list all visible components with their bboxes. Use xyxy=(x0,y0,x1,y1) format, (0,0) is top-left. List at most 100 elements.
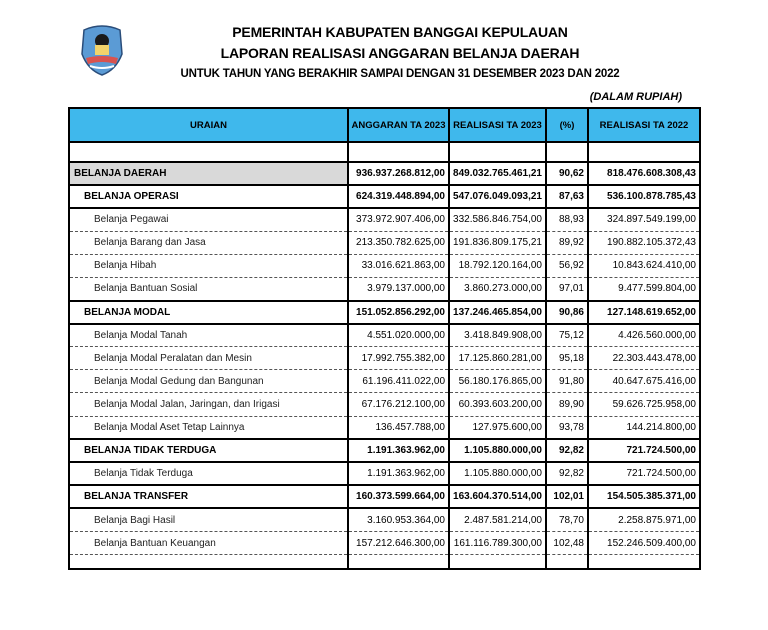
table-row: Belanja Pegawai 373.972.907.406,00 332.586… xyxy=(68,208,701,232)
realisasi-2022-cell: 721.724.500,00 xyxy=(587,438,701,464)
row-label: Belanja Modal Jalan, Jaringan, dan Iriga… xyxy=(68,392,349,417)
percent-cell: 95,18 xyxy=(545,346,589,371)
anggaran-2023-cell: 936.937.268.812,00 xyxy=(347,160,450,187)
realisasi-2022-cell: 154.505.385.371,00 xyxy=(587,484,701,510)
percent-cell: 56,92 xyxy=(545,254,589,278)
report-header: PEMERINTAH KABUPATEN BANGGAI KEPULAUAN L… xyxy=(130,22,670,84)
column-header-anggaran-2023: ANGGARAN TA 2023 xyxy=(347,107,450,143)
percent-cell: 75,12 xyxy=(545,323,589,348)
anggaran-2023-cell: 213.350.782.625,00 xyxy=(347,231,450,255)
realisasi-2023-cell: 161.116.789.300,00 xyxy=(448,531,547,556)
row-label: Belanja Modal Gedung dan Bangunan xyxy=(68,369,349,394)
report-title: LAPORAN REALISASI ANGGARAN BELANJA DAERA… xyxy=(220,45,580,61)
table-row: BELANJA TIDAK TERDUGA 1.191.363.962,00 1.1… xyxy=(68,438,701,464)
currency-unit: (DALAM RUPIAH) xyxy=(589,91,682,103)
anggaran-2023-cell: 61.196.411.022,00 xyxy=(347,369,450,394)
realisasi-2023-cell: 127.975.600,00 xyxy=(448,416,547,440)
row-label: Belanja Pegawai xyxy=(68,208,349,232)
row-label: Belanja Modal Peralatan dan Mesin xyxy=(68,346,349,371)
table-row: Belanja Modal Aset Tetap Lainnya 136.457.… xyxy=(68,416,701,440)
percent-cell: 78,70 xyxy=(545,508,589,533)
row-label: BELANJA TRANSFER xyxy=(68,484,349,510)
percent-cell: 90,86 xyxy=(545,299,589,325)
row-label: BELANJA TIDAK TERDUGA xyxy=(68,438,349,464)
row-label: Belanja Tidak Terduga xyxy=(68,462,349,486)
anggaran-2023-cell: 4.551.020.000,00 xyxy=(347,323,450,348)
anggaran-2023-cell: 157.212.646.300,00 xyxy=(347,531,450,556)
row-label: Belanja Modal Tanah xyxy=(68,323,349,348)
row-label: Belanja Bantuan Sosial xyxy=(68,277,349,302)
anggaran-2023-cell: 17.992.755.382,00 xyxy=(347,346,450,371)
spacer-row xyxy=(68,554,701,570)
percent-cell: 90,62 xyxy=(545,160,589,187)
row-label: BELANJA OPERASI xyxy=(68,184,349,210)
column-header-realisasi-2023: REALISASI TA 2023 xyxy=(448,107,547,143)
realisasi-2023-cell: 18.792.120.164,00 xyxy=(448,254,547,278)
report-period: UNTUK TAHUN YANG BERAKHIR SAMPAI DENGAN … xyxy=(180,68,620,80)
realisasi-2023-cell: 547.076.049.093,21 xyxy=(448,184,547,210)
anggaran-2023-cell: 160.373.599.664,00 xyxy=(347,484,450,510)
row-label: Belanja Modal Aset Tetap Lainnya xyxy=(68,416,349,440)
budget-realization-table: URAIAN ANGGARAN TA 2023 REALISASI TA 202… xyxy=(68,107,701,570)
realisasi-2023-cell: 3.418.849.908,00 xyxy=(448,323,547,348)
percent-cell: 88,93 xyxy=(545,208,589,232)
anggaran-2023-cell: 136.457.788,00 xyxy=(347,416,450,440)
spacer-row xyxy=(68,142,701,162)
table-row: Belanja Bantuan Keuangan 157.212.646.300,… xyxy=(68,531,701,556)
anggaran-2023-cell: 3.979.137.000,00 xyxy=(347,277,450,302)
realisasi-2022-cell: 190.882.105.372,43 xyxy=(587,231,701,255)
anggaran-2023-cell: 373.972.907.406,00 xyxy=(347,208,450,232)
regency-emblem-logo xyxy=(81,25,123,76)
table-row: Belanja Bagi Hasil 3.160.953.364,00 2.487.… xyxy=(68,508,701,533)
realisasi-2023-cell: 1.105.880.000,00 xyxy=(448,462,547,486)
column-header-realisasi-2022: REALISASI TA 2022 xyxy=(587,107,701,143)
percent-cell: 92,82 xyxy=(545,462,589,486)
realisasi-2022-cell: 144.214.800,00 xyxy=(587,416,701,440)
column-header-uraian: URAIAN xyxy=(68,107,349,143)
anggaran-2023-cell: 33.016.621.863,00 xyxy=(347,254,450,278)
row-label: Belanja Bantuan Keuangan xyxy=(68,531,349,556)
row-label: Belanja Bagi Hasil xyxy=(68,508,349,533)
realisasi-2022-cell: 40.647.675.416,00 xyxy=(587,369,701,394)
realisasi-2022-cell: 324.897.549.199,00 xyxy=(587,208,701,232)
table-row: BELANJA MODAL 151.052.856.292,00 137.246.4… xyxy=(68,299,701,325)
anggaran-2023-cell: 151.052.856.292,00 xyxy=(347,299,450,325)
realisasi-2023-cell: 1.105.880.000,00 xyxy=(448,438,547,464)
table-row: BELANJA TRANSFER 160.373.599.664,00 163.60… xyxy=(68,484,701,510)
table-row: BELANJA OPERASI 624.319.448.894,00 547.076… xyxy=(68,184,701,210)
realisasi-2022-cell: 127.148.619.652,00 xyxy=(587,299,701,325)
table-row: Belanja Bantuan Sosial 3.979.137.000,00 3.… xyxy=(68,277,701,302)
realisasi-2023-cell: 56.180.176.865,00 xyxy=(448,369,547,394)
row-label: BELANJA DAERAH xyxy=(68,160,349,187)
anggaran-2023-cell: 1.191.363.962,00 xyxy=(347,438,450,464)
realisasi-2023-cell: 2.487.581.214,00 xyxy=(448,508,547,533)
percent-cell: 92,82 xyxy=(545,438,589,464)
table-row: Belanja Modal Jalan, Jaringan, dan Iriga… xyxy=(68,392,701,417)
realisasi-2023-cell: 849.032.765.461,21 xyxy=(448,160,547,187)
anggaran-2023-cell: 3.160.953.364,00 xyxy=(347,508,450,533)
realisasi-2023-cell: 191.836.809.175,21 xyxy=(448,231,547,255)
row-label: BELANJA MODAL xyxy=(68,299,349,325)
realisasi-2022-cell: 152.246.509.400,00 xyxy=(587,531,701,556)
percent-cell: 89,92 xyxy=(545,231,589,255)
percent-cell: 91,80 xyxy=(545,369,589,394)
realisasi-2022-cell: 59.626.725.958,00 xyxy=(587,392,701,417)
realisasi-2022-cell: 2.258.875.971,00 xyxy=(587,508,701,533)
percent-cell: 93,78 xyxy=(545,416,589,440)
table-row: Belanja Modal Tanah 4.551.020.000,00 3.418… xyxy=(68,323,701,348)
percent-cell: 97,01 xyxy=(545,277,589,302)
table-row: Belanja Barang dan Jasa 213.350.782.625,0… xyxy=(68,231,701,255)
percent-cell: 89,90 xyxy=(545,392,589,417)
realisasi-2022-cell: 9.477.599.804,00 xyxy=(587,277,701,302)
government-title: PEMERINTAH KABUPATEN BANGGAI KEPULAUAN xyxy=(232,24,568,40)
realisasi-2022-cell: 721.724.500,00 xyxy=(587,462,701,486)
realisasi-2023-cell: 3.860.273.000,00 xyxy=(448,277,547,302)
table-row: BELANJA DAERAH 936.937.268.812,00 849.032.… xyxy=(68,160,701,187)
percent-cell: 102,48 xyxy=(545,531,589,556)
realisasi-2023-cell: 60.393.603.200,00 xyxy=(448,392,547,417)
realisasi-2022-cell: 10.843.624.410,00 xyxy=(587,254,701,278)
table-row: Belanja Modal Peralatan dan Mesin 17.992.… xyxy=(68,346,701,371)
realisasi-2022-cell: 22.303.443.478,00 xyxy=(587,346,701,371)
realisasi-2022-cell: 818.476.608.308,43 xyxy=(587,160,701,187)
row-label: Belanja Barang dan Jasa xyxy=(68,231,349,255)
